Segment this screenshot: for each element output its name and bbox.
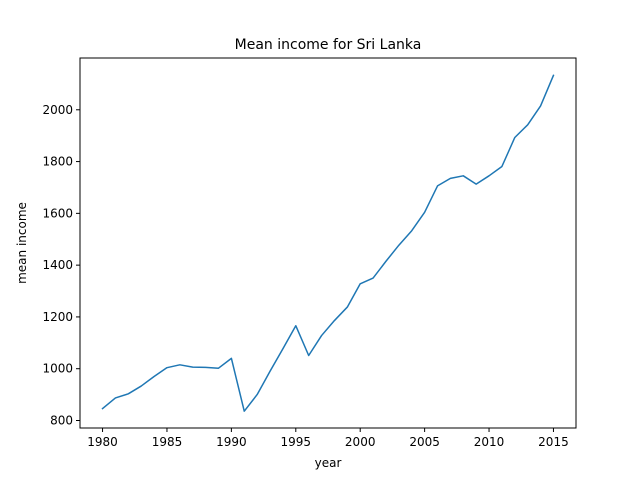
data-point [527, 124, 529, 126]
y-axis-label: mean income [15, 202, 29, 284]
y-tick-label: 1200 [42, 310, 73, 324]
data-point [179, 364, 181, 366]
x-tick-label: 1980 [87, 435, 118, 449]
y-tick-label: 1800 [42, 155, 73, 169]
data-point [205, 367, 207, 369]
data-point [398, 244, 400, 246]
data-point [450, 178, 452, 180]
data-point [553, 75, 555, 77]
x-tick-label: 2015 [538, 435, 569, 449]
data-point [218, 367, 220, 369]
data-point [347, 306, 349, 308]
data-point [424, 212, 426, 214]
data-point [269, 371, 271, 373]
data-point [153, 376, 155, 378]
x-axis-label: year [315, 456, 342, 470]
data-point [115, 397, 117, 399]
x-tick-label: 2005 [409, 435, 440, 449]
data-point [359, 283, 361, 285]
data-point [514, 137, 516, 139]
data-point [540, 105, 542, 107]
data-point [295, 325, 297, 327]
y-tick-label: 1400 [42, 258, 73, 272]
data-point [372, 277, 374, 279]
data-point [308, 355, 310, 357]
data-point [256, 394, 258, 396]
y-axis-ticks: 800 1000 1200 1400 1600 1800 2000 [42, 103, 80, 427]
data-point [501, 166, 503, 168]
data-point [488, 175, 490, 177]
data-point [166, 367, 168, 369]
x-tick-label: 2000 [345, 435, 376, 449]
data-point [192, 366, 194, 368]
y-tick-label: 2000 [42, 103, 73, 117]
x-tick-label: 1995 [281, 435, 312, 449]
data-point [321, 335, 323, 337]
data-point [462, 175, 464, 177]
x-tick-label: 1985 [152, 435, 183, 449]
data-point [411, 230, 413, 232]
data-point [385, 260, 387, 262]
data-point [437, 185, 439, 187]
data-point [243, 410, 245, 412]
x-tick-label: 2010 [474, 435, 505, 449]
data-point [475, 183, 477, 185]
data-point [231, 358, 233, 360]
series-line [101, 74, 555, 412]
data-point [282, 348, 284, 350]
data-point [128, 393, 130, 395]
chart-title: Mean income for Sri Lanka [235, 37, 422, 53]
y-tick-label: 800 [50, 413, 73, 427]
data-point [334, 320, 336, 322]
y-tick-label: 1600 [42, 206, 73, 220]
y-tick-label: 1000 [42, 362, 73, 376]
x-tick-label: 1990 [216, 435, 247, 449]
axes-frame [79, 57, 577, 429]
data-point [140, 385, 142, 387]
plot-area [101, 74, 555, 412]
data-point [102, 408, 104, 410]
x-axis-ticks: 1980 1985 1990 1995 2000 2005 2010 2015 [87, 428, 569, 449]
